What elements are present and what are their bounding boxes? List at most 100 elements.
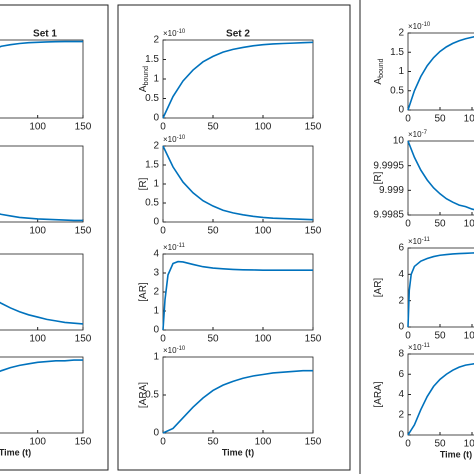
x-tick-label: 0 <box>160 226 166 237</box>
y-tick-label: 1.5 <box>145 54 159 65</box>
y-tick-label: 0 <box>153 113 159 124</box>
x-tick-label: 50 <box>207 334 219 345</box>
x-tick-label: 100 <box>255 437 272 448</box>
x-tick-label: 150 <box>305 226 322 237</box>
x-tick-label: 50 <box>434 331 446 342</box>
x-axis-label: Time (t) <box>222 447 254 457</box>
y-axis-label-main: [ARA] <box>373 381 384 407</box>
curve <box>407 252 474 328</box>
x-tick-label: 0 <box>160 122 166 133</box>
x-tick-label: 0 <box>160 437 166 448</box>
x-tick-label: 50 <box>434 219 446 230</box>
panel-title: Set 1 <box>33 29 57 40</box>
x-tick-label: 100 <box>29 122 46 133</box>
y-exponent-base: ×10 <box>408 22 422 31</box>
y-exponent-power: -11 <box>422 343 431 349</box>
y-axis-label-sub: bound <box>378 58 385 78</box>
y-axis-label: [R] <box>138 177 149 190</box>
y-tick-label: 1.5 <box>390 47 404 58</box>
y-axis-label: Abound <box>373 58 385 84</box>
y-tick-label: 1 <box>153 352 159 363</box>
y-axis-label-main: A <box>373 78 384 85</box>
x-tick-label: 150 <box>75 334 92 345</box>
x-tick-label: 150 <box>75 437 92 448</box>
y-exponent-power: -11 <box>177 243 186 249</box>
y-exponent: ×10-11 <box>408 343 430 353</box>
y-axis-label: Abound <box>138 66 150 92</box>
plot-area <box>0 356 84 434</box>
y-tick-label: 0.5 <box>390 85 404 96</box>
x-tick-label: 0 <box>405 331 411 342</box>
y-exponent: ×10-10 <box>163 346 186 356</box>
y-axis-label: [ARA] <box>373 381 384 407</box>
y-axis-label: [AR] <box>373 278 384 298</box>
x-tick-label: 100 <box>29 334 46 345</box>
y-tick-label: 1.5 <box>145 160 159 171</box>
y-tick-label: 2 <box>398 295 404 306</box>
plot-area <box>407 353 474 436</box>
curve <box>162 41 314 119</box>
y-tick-label: 2 <box>153 141 159 152</box>
y-axis-label-main: [ARA] <box>138 382 149 408</box>
x-tick-label: 50 <box>434 114 446 125</box>
x-tick-label: 150 <box>75 226 92 237</box>
y-exponent: ×10-10 <box>163 135 186 145</box>
curve <box>162 260 313 331</box>
y-tick-label: 4 <box>153 249 159 260</box>
y-exponent-base: ×10 <box>163 29 177 38</box>
x-tick-label: 50 <box>207 122 219 133</box>
x-tick-label: 0 <box>160 334 166 345</box>
y-tick-label: 1 <box>153 179 159 190</box>
y-tick-label: 9.9985 <box>373 210 404 221</box>
x-axis-label: Time (t) <box>0 447 31 457</box>
curve <box>407 140 474 211</box>
plot-area <box>162 253 314 331</box>
y-tick-label: 1 <box>153 74 159 85</box>
x-tick-label: 100 <box>255 122 272 133</box>
y-tick-label: 0 <box>153 325 159 336</box>
y-axis-label-main: [R] <box>138 177 149 190</box>
y-exponent-base: ×10 <box>163 346 177 355</box>
y-axis-label: [ARA] <box>138 382 149 408</box>
x-axis-label: Time (t) <box>440 449 472 459</box>
y-tick-label: 0 <box>398 105 404 116</box>
y-axis-label: [R] <box>373 171 384 184</box>
plot-area <box>0 145 84 223</box>
x-tick-label: 150 <box>305 437 322 448</box>
plot-area <box>162 356 314 434</box>
curve <box>0 301 84 325</box>
x-tick-label: 0 <box>405 114 411 125</box>
y-tick-label: 1 <box>153 306 159 317</box>
x-tick-label: 100 <box>29 226 46 237</box>
curve <box>0 359 83 373</box>
y-tick-label: 9.9995 <box>373 160 404 171</box>
y-tick-label: 0 <box>398 322 404 333</box>
y-exponent: ×10-10 <box>408 22 431 32</box>
y-tick-label: 9.999 <box>379 185 404 196</box>
x-tick-label: 150 <box>75 122 92 133</box>
y-exponent-base: ×10 <box>163 135 177 144</box>
panel-frame <box>0 4 109 471</box>
y-tick-label: 0 <box>153 428 159 439</box>
plot-area <box>407 140 474 216</box>
y-exponent-power: -10 <box>177 29 186 35</box>
y-exponent: ×10-11 <box>408 237 430 247</box>
y-axis-label-main: [R] <box>373 171 384 184</box>
curve <box>162 145 314 221</box>
y-tick-label: 0.5 <box>145 390 159 401</box>
y-tick-label: 2 <box>398 409 404 420</box>
y-tick-label: 2 <box>153 287 159 298</box>
y-tick-label: 3 <box>153 268 159 279</box>
y-tick-label: 0.5 <box>145 198 159 209</box>
y-tick-label: 2 <box>398 28 404 39</box>
y-axis-label-main: [AR] <box>138 282 149 302</box>
y-exponent-power: -10 <box>422 22 431 28</box>
y-tick-label: 0 <box>398 430 404 441</box>
y-tick-label: 8 <box>398 349 404 360</box>
y-tick-label: 4 <box>398 269 404 280</box>
plot-area <box>162 145 314 223</box>
curve <box>0 40 83 48</box>
y-axis-label: [AR] <box>138 282 149 302</box>
y-tick-label: 6 <box>398 369 404 380</box>
y-tick-label: 10 <box>393 136 405 147</box>
